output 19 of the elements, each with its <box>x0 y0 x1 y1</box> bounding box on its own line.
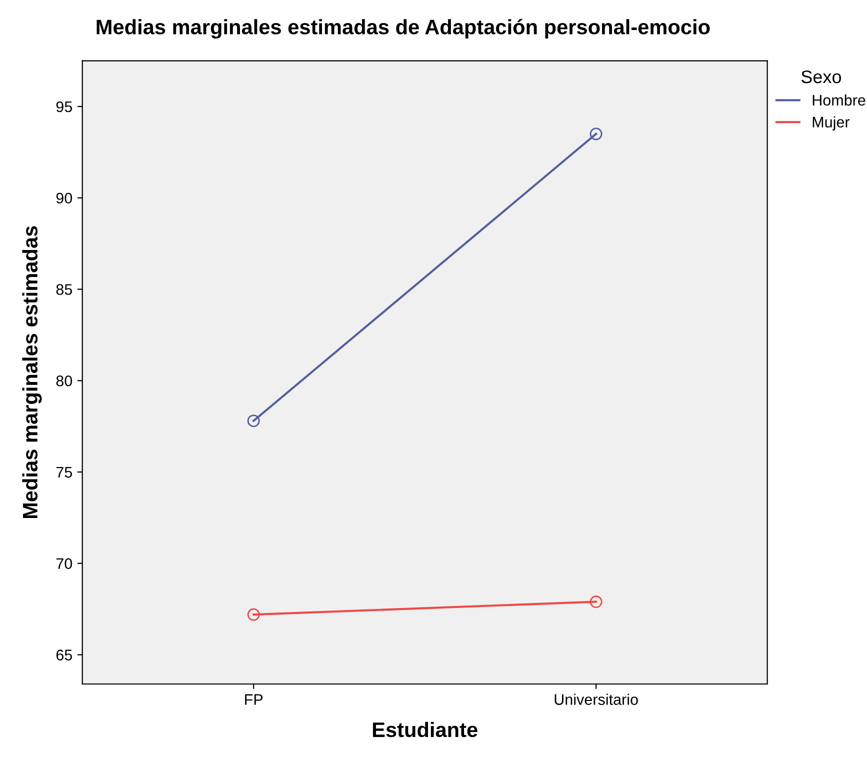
y-tick-label: 85 <box>56 284 72 295</box>
point <box>590 596 602 608</box>
x-axis-title: Estudiante <box>372 722 478 738</box>
point <box>590 128 602 140</box>
y-tick-label: 65 <box>56 650 72 660</box>
chart-title: Medias marginales estimadas de Adaptación personal-emocio <box>96 18 710 39</box>
legend-title: Sexo <box>801 70 842 84</box>
legend-label: Mujer <box>812 116 850 131</box>
point <box>247 414 260 428</box>
y-tick-label: 95 <box>56 101 72 112</box>
y-axis-title: Medias marginales estimadas <box>22 226 42 518</box>
legend-label: Hombre <box>812 94 866 106</box>
x-tick-label: FP <box>245 694 263 705</box>
y-tick-label: 90 <box>56 192 72 204</box>
y-tick-label: 80 <box>56 375 72 386</box>
point <box>247 608 260 621</box>
x-tick-label: Universitario <box>554 694 638 705</box>
y-tick-label: 70 <box>56 558 72 570</box>
y-tick-label: 75 <box>56 467 72 478</box>
